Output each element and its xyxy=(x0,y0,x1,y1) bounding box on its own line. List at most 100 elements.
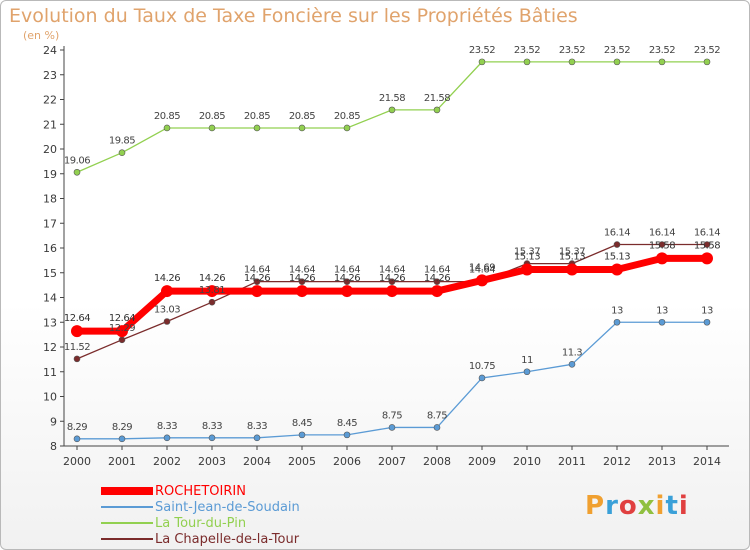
y-tick-label: 13 xyxy=(43,316,57,329)
x-tick-label: 2002 xyxy=(153,455,181,468)
data-point-la-tour-du-pin xyxy=(523,58,531,66)
x-tick-label: 2001 xyxy=(108,455,136,468)
data-label-saint-jean-de-soudain: 8.75 xyxy=(427,410,447,421)
legend-item: La Chapelle-de-la-Tour xyxy=(101,531,300,547)
x-tick-label: 2011 xyxy=(558,455,586,468)
data-point-saint-jean-de-soudain xyxy=(613,318,621,326)
data-point-rochetoirin xyxy=(206,285,218,298)
data-point-saint-jean-de-soudain xyxy=(118,435,126,443)
data-label-saint-jean-de-soudain: 13 xyxy=(611,305,623,316)
data-point-la-tour-du-pin xyxy=(433,106,441,114)
x-tick-label: 2006 xyxy=(333,455,361,468)
data-label-la-chapelle-de-la-tour: 14.64 xyxy=(379,265,405,276)
data-point-la-chapelle-de-la-tour xyxy=(658,241,666,248)
data-point-rochetoirin xyxy=(431,285,443,298)
data-label-la-chapelle-de-la-tour: 16.14 xyxy=(649,228,675,239)
data-point-saint-jean-de-soudain xyxy=(478,374,486,382)
x-tick-label: 2004 xyxy=(243,455,271,468)
data-point-la-chapelle-de-la-tour xyxy=(298,278,306,285)
data-point-la-chapelle-de-la-tour xyxy=(73,355,81,363)
data-label-la-tour-du-pin: 21.58 xyxy=(379,93,405,104)
data-label-rochetoirin: 14.26 xyxy=(424,273,450,284)
data-label-saint-jean-de-soudain: 8.75 xyxy=(382,410,402,421)
data-point-rochetoirin xyxy=(611,263,623,276)
data-label-saint-jean-de-soudain: 8.33 xyxy=(202,421,222,432)
data-label-la-chapelle-de-la-tour: 14.64 xyxy=(469,265,495,276)
data-label-rochetoirin: 15.13 xyxy=(514,252,540,263)
data-label-la-tour-du-pin: 23.52 xyxy=(559,45,585,56)
data-label-rochetoirin: 15.13 xyxy=(559,252,585,263)
legend-label: La Chapelle-de-la-Tour xyxy=(155,531,300,547)
y-tick-label: 15 xyxy=(43,267,57,280)
data-point-saint-jean-de-soudain xyxy=(523,368,531,376)
data-label-rochetoirin: 15.58 xyxy=(649,240,675,251)
data-point-saint-jean-de-soudain xyxy=(568,361,576,368)
data-label-la-tour-du-pin: 21.58 xyxy=(424,93,450,104)
data-point-rochetoirin xyxy=(701,252,713,265)
x-tick-label: 2008 xyxy=(423,455,451,468)
data-point-la-tour-du-pin xyxy=(478,58,486,66)
x-tick-label: 2009 xyxy=(468,455,496,468)
data-label-saint-jean-de-soudain: 8.45 xyxy=(292,418,312,429)
data-point-la-chapelle-de-la-tour xyxy=(388,278,396,285)
data-label-rochetoirin: 14.26 xyxy=(199,273,225,284)
y-tick-label: 17 xyxy=(43,217,57,230)
data-label-saint-jean-de-soudain: 8.29 xyxy=(112,422,132,433)
data-point-la-chapelle-de-la-tour xyxy=(253,278,261,285)
data-label-la-chapelle-de-la-tour: 15.37 xyxy=(559,247,585,258)
data-point-saint-jean-de-soudain xyxy=(298,431,306,439)
data-point-la-tour-du-pin xyxy=(343,124,351,132)
data-point-saint-jean-de-soudain xyxy=(208,434,216,442)
x-tick-label: 2012 xyxy=(603,455,631,468)
x-tick-label: 2013 xyxy=(648,455,676,468)
y-tick-label: 12 xyxy=(43,341,57,354)
legend-swatch xyxy=(101,506,153,508)
data-point-rochetoirin xyxy=(116,325,128,338)
data-label-la-chapelle-de-la-tour: 14.64 xyxy=(334,265,360,276)
logo-letter: P xyxy=(585,491,606,521)
data-label-rochetoirin: 14.26 xyxy=(289,273,315,284)
legend-label: Saint-Jean-de-Soudain xyxy=(155,499,300,515)
data-label-la-tour-du-pin: 20.85 xyxy=(199,111,225,122)
data-point-rochetoirin xyxy=(71,325,83,338)
data-point-la-tour-du-pin xyxy=(613,58,621,66)
data-point-la-tour-du-pin xyxy=(658,58,666,66)
legend-item: La Tour-du-Pin xyxy=(101,515,300,531)
data-label-saint-jean-de-soudain: 8.45 xyxy=(337,418,357,429)
data-label-la-chapelle-de-la-tour: 12.29 xyxy=(109,323,135,334)
data-label-la-chapelle-de-la-tour: 15.37 xyxy=(514,247,540,258)
x-tick-label: 2005 xyxy=(288,455,316,468)
data-label-saint-jean-de-soudain: 8.33 xyxy=(157,421,177,432)
data-label-saint-jean-de-soudain: 10.75 xyxy=(469,361,495,372)
data-point-rochetoirin xyxy=(656,252,668,265)
data-label-rochetoirin: 12.64 xyxy=(64,313,90,324)
data-label-la-tour-du-pin: 20.85 xyxy=(244,111,270,122)
y-tick-label: 18 xyxy=(43,193,57,206)
data-label-rochetoirin: 14.26 xyxy=(334,273,360,284)
data-label-la-tour-du-pin: 23.52 xyxy=(469,45,495,56)
data-label-saint-jean-de-soudain: 13 xyxy=(701,305,713,316)
data-label-la-tour-du-pin: 23.52 xyxy=(514,45,540,56)
data-point-saint-jean-de-soudain xyxy=(703,318,711,326)
data-label-la-tour-du-pin: 23.52 xyxy=(649,45,675,56)
logo-letter: x xyxy=(637,491,656,521)
data-point-rochetoirin xyxy=(341,285,353,298)
data-point-saint-jean-de-soudain xyxy=(73,435,81,443)
legend-item: ROCHETOIRIN xyxy=(101,483,300,499)
data-point-saint-jean-de-soudain xyxy=(343,431,351,439)
y-tick-label: 10 xyxy=(43,391,57,404)
y-tick-label: 19 xyxy=(43,168,57,181)
y-tick-label: 16 xyxy=(43,242,57,255)
legend-label: ROCHETOIRIN xyxy=(155,483,246,499)
data-label-la-chapelle-de-la-tour: 14.64 xyxy=(424,265,450,276)
y-tick-label: 21 xyxy=(43,118,57,131)
unit-label: (en %) xyxy=(23,29,60,42)
data-point-rochetoirin xyxy=(296,285,308,298)
data-point-la-tour-du-pin xyxy=(208,124,216,132)
x-tick-label: 2014 xyxy=(693,455,721,468)
data-point-la-chapelle-de-la-tour xyxy=(343,278,351,285)
data-point-la-tour-du-pin xyxy=(568,58,576,66)
legend-swatch xyxy=(101,538,153,540)
